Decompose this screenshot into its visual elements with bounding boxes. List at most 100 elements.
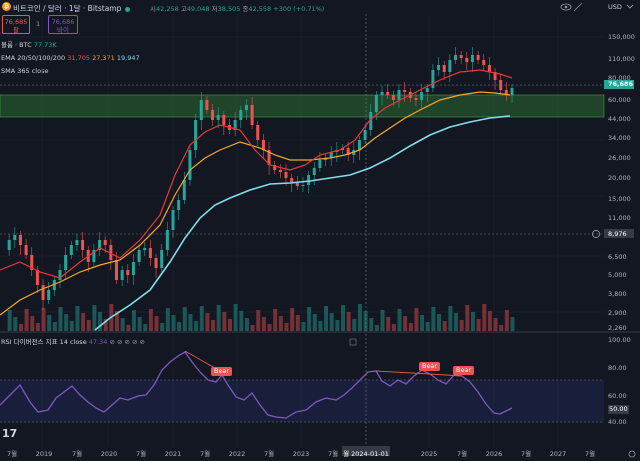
bear-label-2: Bear: [419, 362, 441, 371]
time-tick: 7월: [71, 450, 83, 458]
rsi-legend[interactable]: RSI 다이버전스 지표 14 close 47.34 ⊘ ⊘ ⊘ ⊘ ⊘: [1, 338, 145, 346]
volume-bar: [414, 308, 419, 331]
volume-bar: [312, 314, 317, 331]
volume-bar: [335, 320, 340, 331]
volume-bar: [244, 318, 249, 331]
rsi-tick: 80.00: [608, 364, 627, 372]
buy-button[interactable]: 76,686 바이: [48, 15, 78, 34]
grid-lines: [0, 14, 604, 446]
volume-legend[interactable]: 볼륨 · BTC 77.73K: [1, 41, 57, 49]
volume-bar: [205, 313, 210, 331]
volume-bar: [470, 312, 475, 331]
candle-body: [278, 170, 282, 172]
candle-body: [52, 280, 56, 290]
currency-selector[interactable]: USD: [608, 3, 622, 11]
add-alert-icon[interactable]: [592, 230, 600, 238]
volume-bar: [431, 307, 436, 331]
volume-bar: [115, 311, 119, 331]
volume-bar: [120, 318, 125, 331]
candle-body: [420, 92, 424, 100]
candle-body: [414, 98, 418, 100]
volume-bar: [307, 307, 312, 331]
bitcoin-logo-icon: ₿: [2, 2, 11, 11]
crosshair-price-badge: [604, 229, 634, 238]
support-zone[interactable]: [0, 94, 605, 118]
eye-icon[interactable]: [560, 3, 572, 11]
candle-body: [284, 172, 288, 178]
volume-bar: [182, 307, 187, 331]
rsi-tick: 40.00: [608, 418, 627, 426]
time-tick: 7월: [456, 450, 468, 458]
volume-bar: [148, 309, 153, 331]
volume-bar: [98, 312, 103, 331]
price-tick: 6,500: [608, 253, 627, 261]
volume-bar: [165, 308, 170, 331]
volume-bar: [160, 323, 165, 331]
time-tick: 2026: [485, 450, 503, 458]
rsi-line: [0, 351, 513, 419]
candle-body: [346, 148, 350, 155]
volume-bar: [363, 311, 368, 331]
bear-label-3: Bear: [453, 366, 475, 375]
candle-body: [30, 255, 34, 270]
candle-body: [143, 248, 147, 250]
candle-body: [504, 90, 508, 95]
drawing-tool-icon[interactable]: [573, 2, 583, 12]
time-tick: 2023: [292, 450, 310, 458]
candle-body: [273, 165, 277, 170]
volume-bar: [284, 323, 289, 331]
time-tick: 2019: [35, 450, 53, 458]
sma365-line: [94, 115, 511, 331]
ema50-line: [0, 91, 511, 316]
volume-bar: [442, 321, 447, 331]
candle-body: [295, 182, 299, 186]
candle-body: [476, 55, 480, 60]
time-tick: 2021: [164, 450, 182, 458]
time-tick: 7월: [584, 450, 596, 458]
volume-bar: [273, 309, 278, 331]
volume-bar: [391, 324, 396, 331]
candle-body: [103, 240, 107, 245]
settings-icon[interactable]: [627, 449, 637, 459]
candle-body: [380, 92, 384, 95]
volume-bar: [493, 318, 498, 331]
time-tick: 2022: [228, 450, 246, 458]
current-price-badge: [604, 80, 634, 89]
candle-body: [154, 258, 158, 268]
volume-bar: [75, 306, 80, 331]
candle-body: [312, 168, 316, 175]
ohlc-readout: 시42,258 고49,048 저38,505 종42,558 +300 (+0…: [150, 5, 325, 13]
price-tick: 44,000: [608, 115, 631, 123]
price-tick: 80,000: [608, 74, 631, 82]
ema-legend[interactable]: EMA 20/50/100/200 31,705 27,371 19,947: [1, 54, 140, 62]
candle-body: [403, 90, 407, 92]
candle-body: [177, 200, 181, 210]
volume-bar: [448, 306, 453, 331]
candle-body: [109, 245, 113, 260]
volume-bar: [171, 315, 176, 331]
volume-bar: [476, 319, 481, 331]
rsi-visibility-icon[interactable]: [349, 338, 357, 346]
candle-body: [256, 125, 260, 140]
price-tick: 2,900: [608, 309, 627, 317]
candle-body: [199, 100, 203, 120]
volume-bar: [295, 315, 300, 331]
volume-bar: [318, 321, 323, 331]
tradingview-logo[interactable]: 17: [2, 427, 18, 440]
candle-body: [307, 175, 311, 185]
sell-button[interactable]: 76,685 팔: [2, 15, 30, 34]
volume-bar: [199, 306, 204, 331]
candle-body: [182, 180, 186, 200]
volume-bar: [301, 322, 306, 331]
symbol-title[interactable]: 비트코인 / 달러 · 1달 · Bitstamp: [13, 3, 132, 14]
volume-bar: [425, 322, 430, 331]
volume-bar: [437, 314, 442, 331]
chevron-down-icon[interactable]: [625, 3, 635, 11]
volume-bar: [454, 313, 458, 331]
sma-legend[interactable]: SMA 365 close: [1, 67, 49, 75]
volume-bar: [482, 304, 487, 331]
volume-bar: [233, 304, 238, 331]
candle-body: [363, 130, 367, 140]
volume-bar: [374, 325, 379, 331]
